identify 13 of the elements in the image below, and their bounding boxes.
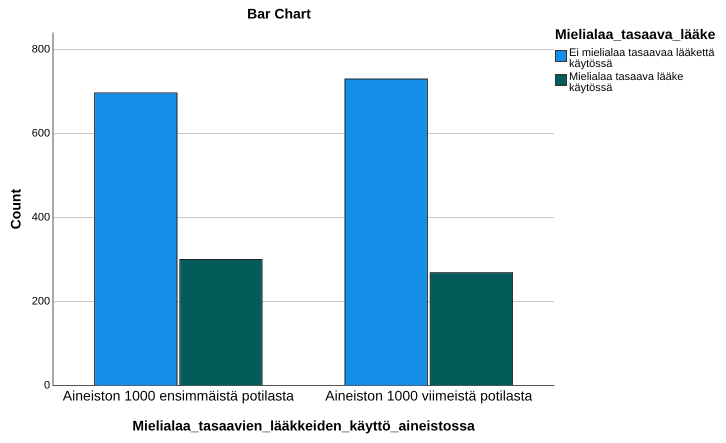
y-tick-label: 600 [32, 128, 50, 140]
legend-label: Mielialaa tasaava lääke käytössä [569, 71, 684, 94]
y-tick-label: 200 [32, 295, 50, 308]
x-axis-title: Mielialaa_tasaavien_lääkkeiden_käyttö_aineistossa [132, 417, 475, 434]
legend-label: Ei mielialaa tasaavaa lääkettä käytössä [569, 47, 716, 70]
y-axis-title: Count [7, 188, 24, 230]
y-tick-label: 0 [44, 379, 50, 392]
chart-title: Bar Chart [247, 5, 312, 22]
y-tick-label: 400 [32, 212, 50, 224]
x-tick-label: Aineiston 1000 viimeistä potilasta [325, 388, 532, 404]
y-tick-label: 800 [32, 44, 50, 56]
x-tick-label: Aineiston 1000 ensimmäistä potilasta [62, 388, 294, 404]
legend-title: Mielialaa_tasaava_lääke [555, 26, 716, 42]
